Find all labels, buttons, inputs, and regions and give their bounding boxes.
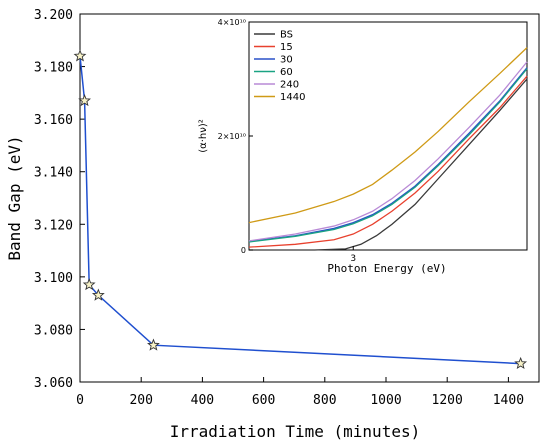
- main-y-axis-ticks: 3.060 3.080 3.100 3.120 3.140 3.160 3.180 3.200: [34, 8, 85, 391]
- main-x-tick-label: 1000: [370, 393, 401, 408]
- inset-y-tick-label: 4×10¹⁰: [218, 18, 246, 27]
- inset-legend-label: BS: [280, 30, 293, 41]
- main-x-tick-label: 1200: [432, 393, 463, 408]
- main-x-tick-label: 1400: [493, 393, 524, 408]
- main-series-line: [79, 55, 521, 365]
- main-data-point: [73, 49, 87, 62]
- inset-series-line: [248, 47, 528, 224]
- main-x-tick-label: 200: [129, 393, 152, 408]
- inset-series-line: [248, 75, 528, 248]
- main-y-tick-label: 3.140: [34, 166, 73, 181]
- inset-y-axis-ticks: 0 2×10¹⁰ 4×10¹⁰: [218, 18, 253, 255]
- main-x-tick-label: 400: [191, 393, 214, 408]
- main-data-point: [82, 278, 96, 291]
- main-y-tick-label: 3.160: [34, 113, 73, 128]
- inset-series: [248, 47, 528, 251]
- main-y-tick-label: 3.060: [34, 376, 73, 391]
- inset-legend-label: 30: [280, 55, 293, 66]
- inset-y-tick-label: 0: [241, 246, 246, 255]
- inset-x-tick-label: 3: [350, 254, 356, 264]
- inset-series-line: [248, 67, 528, 243]
- inset-y-tick-label: 2×10¹⁰: [218, 132, 246, 141]
- main-y-axis-label: Band Gap (eV): [5, 135, 24, 260]
- main-y-tick-label: 3.120: [34, 218, 73, 233]
- inset-plot-frame: [248, 21, 528, 251]
- main-data-point: [147, 338, 160, 351]
- inset-series-line: [248, 61, 528, 242]
- main-y-tick-label: 3.100: [34, 271, 73, 286]
- inset-x-axis-ticks: 3: [350, 246, 356, 264]
- main-x-axis-label: Irradiation Time (minutes): [170, 422, 420, 441]
- main-y-tick-label: 3.200: [34, 8, 73, 23]
- inset-legend-label: 240: [280, 80, 299, 91]
- inset-legend-label: 15: [280, 42, 293, 53]
- main-x-tick-label: 600: [252, 393, 275, 408]
- inset-series-line: [249, 78, 528, 251]
- main-data-point: [78, 94, 91, 107]
- inset-x-axis-label: Photon Energy (eV): [327, 262, 446, 275]
- main-data-point: [91, 288, 105, 301]
- main-series: [73, 49, 528, 370]
- inset-legend-label: 1440: [280, 92, 305, 103]
- main-x-tick-label: 0: [76, 393, 84, 408]
- inset-legend-label: 60: [280, 67, 293, 78]
- inset-y-axis-label: (α·hν)²: [198, 119, 209, 153]
- main-y-tick-label: 3.080: [34, 323, 73, 338]
- main-data-point: [514, 356, 528, 370]
- main-chart: 0 200 400 600 800 1000 1200 1400 3.0603.0803.10…: [5, 8, 540, 441]
- main-y-tick-label: 3.180: [34, 61, 73, 76]
- main-plot-frame: [79, 13, 540, 383]
- main-x-tick-label: 800: [313, 393, 336, 408]
- inset-series-line: [248, 68, 528, 243]
- main-x-axis-ticks: 0 200 400 600 800 1000 1200 1400: [76, 377, 524, 408]
